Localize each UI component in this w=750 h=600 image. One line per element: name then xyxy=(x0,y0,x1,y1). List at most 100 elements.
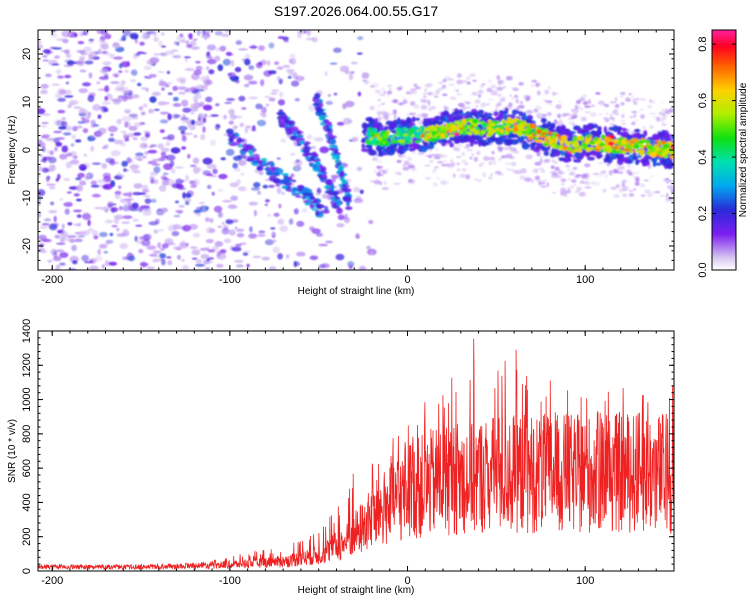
spectrogram-cell xyxy=(510,169,515,171)
spectrogram-cell xyxy=(329,138,336,145)
spectrogram-cell xyxy=(443,160,448,163)
spectrogram-cell xyxy=(121,116,132,122)
spectrogram-cell xyxy=(140,111,146,116)
spectrogram-cell xyxy=(142,156,147,159)
spectrogram-cell xyxy=(212,246,219,251)
spectrogram-cell xyxy=(620,95,624,99)
spectrogram-cell xyxy=(42,146,46,153)
spectrogram-cell xyxy=(457,124,464,128)
spectrogram-cell xyxy=(68,235,77,238)
spectrogram-cell xyxy=(139,236,144,241)
spectrogram-cell xyxy=(265,199,270,203)
colorbar-tick-label: 0.6 xyxy=(697,93,709,108)
spectrogram-cell xyxy=(654,134,661,141)
spectrogram-cell xyxy=(204,36,208,41)
spectrogram-cell xyxy=(268,184,275,188)
spectrogram-cell xyxy=(152,258,162,262)
spectrogram-cell xyxy=(593,137,599,142)
spectrogram-cell xyxy=(481,83,486,86)
spectrogram-cell xyxy=(343,216,350,224)
spectrogram-cell xyxy=(296,220,305,227)
spectrogram-cell xyxy=(129,32,139,40)
spectrogram-cell xyxy=(152,163,161,166)
spectrogram-cell xyxy=(609,171,613,176)
spectrogram-cell xyxy=(144,198,152,204)
spectrogram-cell xyxy=(80,167,86,171)
spectrogram-cell xyxy=(293,260,297,268)
spectrogram-cell xyxy=(264,203,268,207)
spectrogram-cell xyxy=(277,218,285,225)
spectrogram-cell xyxy=(402,167,410,171)
spectrogram-cell xyxy=(129,208,139,212)
spectrogram-cell xyxy=(173,246,181,250)
spectrogram-cell xyxy=(654,162,663,166)
spectrogram-cell xyxy=(667,185,674,190)
spectrogram-cell xyxy=(128,113,138,118)
spectrogram-cell xyxy=(303,30,308,34)
spectrogram-cell xyxy=(85,175,90,181)
spectrogram-cell xyxy=(312,166,322,172)
spectrogram-cell xyxy=(565,194,568,198)
spectrogram-cell xyxy=(348,73,354,81)
spectrogram-cell xyxy=(376,136,383,141)
spectrogram-cell xyxy=(486,87,493,93)
spectrogram-cell xyxy=(65,89,72,95)
spectrogram-cell xyxy=(65,81,69,85)
spectrogram-cell xyxy=(190,184,197,189)
spectrogram-cell xyxy=(102,107,108,113)
spectrogram-cell xyxy=(315,193,321,196)
spectrogram-cell xyxy=(519,122,524,128)
spectrogram-cell xyxy=(373,179,381,185)
spectrogram-cell xyxy=(38,234,47,240)
spectrogram-cell xyxy=(73,193,80,197)
spectrogram-cell xyxy=(621,179,627,184)
spectrogram-cell xyxy=(407,156,412,161)
spectrogram-cell xyxy=(38,141,46,148)
spectrogram-cell xyxy=(61,223,65,230)
spectrogram-cell xyxy=(220,157,226,161)
spectrogram-cell xyxy=(181,146,187,150)
spectrogram-cell xyxy=(312,103,321,106)
spectrogram-cell xyxy=(109,159,116,166)
spectrogram-cell xyxy=(472,79,477,82)
spectrogram-cell xyxy=(643,179,650,182)
spectrogram-cell xyxy=(350,61,358,65)
spectrogram-cell xyxy=(274,61,279,65)
spectrogram-cell xyxy=(199,247,210,251)
spectrogram-cell xyxy=(474,130,480,135)
spectrogram-cell xyxy=(40,83,49,89)
spectrogram-cell xyxy=(372,82,379,88)
spectrogram-cell xyxy=(104,33,112,40)
spectrogram-cell xyxy=(420,125,425,130)
spectrogram-cell xyxy=(157,143,164,149)
spectrogram-cell xyxy=(617,171,624,174)
spectrogram-cell xyxy=(65,53,72,58)
colorbar-label: Normalized spectral amplitude xyxy=(738,82,749,217)
spectrogram-cell xyxy=(326,178,333,185)
spectrogram-cell xyxy=(420,104,428,110)
spectrogram-cell xyxy=(521,142,530,150)
spectrogram-cell xyxy=(90,125,96,128)
spectrogram-cell xyxy=(407,178,413,183)
spectrogram-cell xyxy=(449,142,454,148)
spectrogram-cell xyxy=(238,186,247,192)
spectrogram-cell xyxy=(189,223,198,230)
colorbar-tick-label: 0.0 xyxy=(697,262,709,277)
spectrogram-cell xyxy=(122,229,129,234)
spectrogram-cell xyxy=(564,140,569,146)
spectrogram-cell xyxy=(525,109,533,115)
spectrogram-cell xyxy=(104,260,110,267)
spectrogram-cell xyxy=(620,102,625,106)
spectrogram-cell xyxy=(88,40,94,44)
spectrogram-cell xyxy=(160,151,166,156)
spectrogram-cell xyxy=(235,243,242,247)
spectrogram-cell xyxy=(472,118,479,124)
spectrogram-cell xyxy=(361,148,369,153)
spectrogram-cell xyxy=(205,227,214,234)
spectrogram-ytick-label: 10 xyxy=(21,96,33,108)
spectrogram-cell xyxy=(193,179,200,185)
spectrogram-cell xyxy=(324,71,328,76)
spectrogram-cell xyxy=(172,85,178,91)
spectrogram-cell xyxy=(442,84,446,89)
spectrogram-cell xyxy=(621,127,627,132)
